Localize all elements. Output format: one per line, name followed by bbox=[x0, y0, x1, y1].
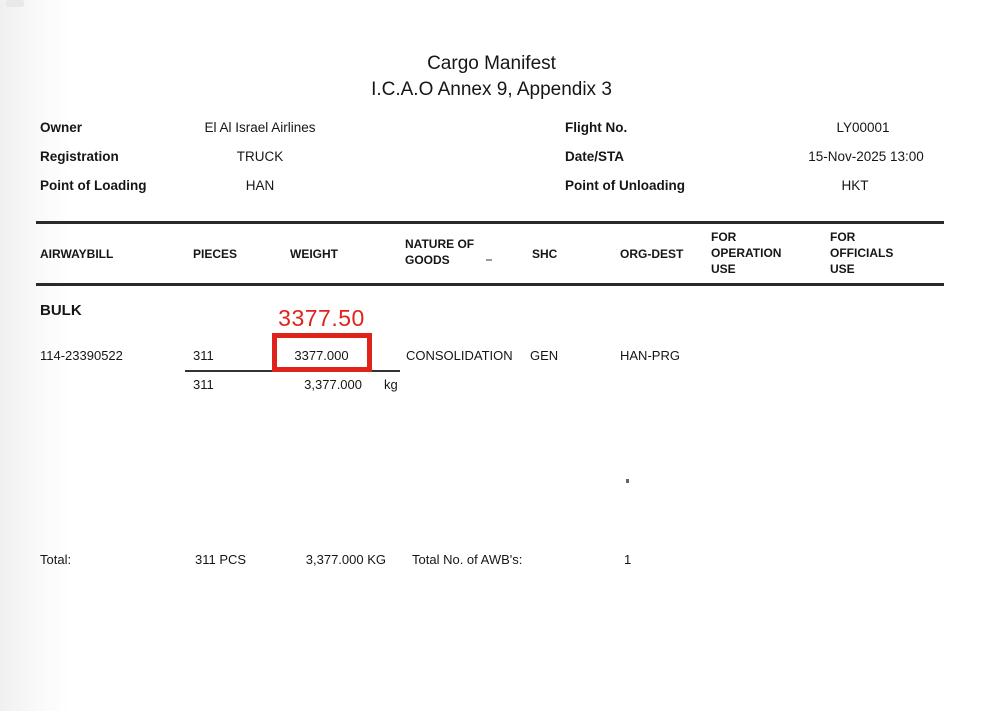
col-header-for-officials-use: FOR OFFICIALS USE bbox=[830, 230, 894, 276]
date-sta-value: 15-Nov-2025 13:00 bbox=[808, 149, 924, 164]
annotation-value-label: 3377.50 bbox=[278, 305, 365, 331]
subtotal-weight: 3,377.000 bbox=[304, 377, 362, 392]
row-awb-number: 114-23390522 bbox=[40, 348, 123, 363]
subtotal-pieces: 311 bbox=[193, 377, 214, 392]
owner-value: El Al Israel Airlines bbox=[204, 120, 316, 135]
point-of-unloading-label: Point of Unloading bbox=[565, 178, 685, 193]
col-header-shc: SHC bbox=[532, 247, 558, 261]
total-awb-count-value: 1 bbox=[624, 552, 632, 567]
total-weight: 3,377.000 KG bbox=[305, 552, 386, 567]
row-pieces: 311 bbox=[193, 348, 214, 363]
scan-artifact-speck bbox=[626, 479, 629, 483]
section-bulk-label: BULK bbox=[40, 302, 82, 319]
table-header-bottom-rule bbox=[36, 283, 944, 286]
col-header-nature-of-goods: NATURE OF GOODS bbox=[405, 237, 475, 267]
table-header-top-rule bbox=[36, 221, 944, 224]
scan-artifact-dash bbox=[486, 259, 492, 261]
page-edge-shadow bbox=[0, 0, 70, 711]
point-of-loading-value: HAN bbox=[245, 178, 275, 193]
scan-artifact-blob bbox=[6, 0, 24, 7]
total-label: Total: bbox=[40, 552, 72, 567]
document-subtitle: I.C.A.O Annex 9, Appendix 3 bbox=[371, 79, 612, 100]
flight-no-label: Flight No. bbox=[565, 120, 628, 135]
registration-label: Registration bbox=[40, 149, 119, 164]
point-of-loading-label: Point of Loading bbox=[40, 178, 147, 193]
total-awb-count-label: Total No. of AWB's: bbox=[412, 552, 523, 567]
flight-no-value: LY00001 bbox=[836, 120, 890, 135]
date-sta-label: Date/STA bbox=[565, 149, 625, 164]
total-pieces: 311 PCS bbox=[195, 552, 247, 567]
col-header-pieces: PIECES bbox=[193, 247, 238, 261]
row-nature-of-goods: CONSOLIDATION bbox=[406, 348, 513, 363]
annotation-highlight-box bbox=[272, 333, 372, 372]
col-header-airwaybill: AIRWAYBILL bbox=[40, 247, 114, 261]
subtotal-weight-unit: kg bbox=[384, 377, 398, 392]
row-org-dest: HAN-PRG bbox=[620, 348, 680, 363]
row-shc: GEN bbox=[530, 348, 559, 363]
col-header-for-operation-use: FOR OPERATION USE bbox=[711, 230, 782, 276]
document-title: Cargo Manifest bbox=[427, 53, 556, 74]
owner-label: Owner bbox=[40, 120, 83, 135]
registration-value: TRUCK bbox=[236, 149, 284, 164]
row-weight: 3377.000 bbox=[294, 348, 349, 363]
point-of-unloading-value: HKT bbox=[841, 178, 869, 193]
col-header-org-dest: ORG-DEST bbox=[620, 247, 684, 261]
col-header-weight: WEIGHT bbox=[290, 247, 338, 261]
